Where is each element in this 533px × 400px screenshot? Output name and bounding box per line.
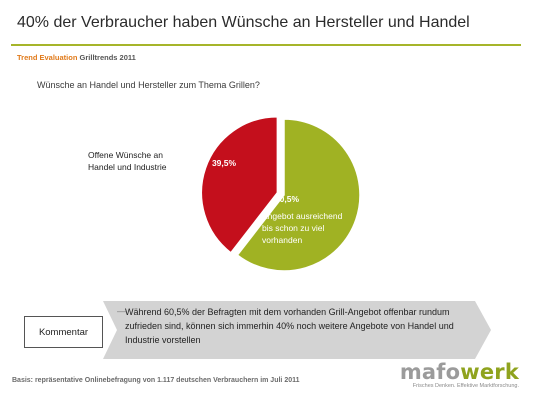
slice-label-angebot-ausreichend: Angebot ausreichend bis schon zu viel vo…: [262, 210, 362, 246]
slice-label-line: Handel und Industrie: [88, 162, 167, 172]
comment-label-box: Kommentar: [24, 316, 103, 348]
mafowerk-logo: mafowerk Frisches Denken. Effektive Mark…: [399, 360, 519, 390]
pie-slice-offene-wuensche: [200, 115, 279, 254]
logo-werk: werk: [460, 360, 519, 384]
comment-label: Kommentar: [38, 326, 89, 338]
logo-wordmark: mafowerk: [399, 360, 519, 384]
title-divider: [11, 44, 521, 46]
logo-mafo: mafo: [399, 360, 461, 384]
pie-slice-angebot-ausreichend: [236, 118, 361, 272]
comment-arrow-shape: [103, 301, 491, 359]
logo-tagline: Frisches Denken. Effektive Marktforschun…: [412, 383, 519, 389]
comment-bullet-dash: —: [117, 306, 126, 316]
footer-basis-note: Basis: repräsentative Onlinebefragung vo…: [12, 377, 300, 384]
chart-question: Wünsche an Handel und Hersteller zum The…: [37, 80, 260, 90]
pie-value-label: 39,5%: [212, 158, 237, 168]
subheader-trend-label: Trend Evaluation: [17, 53, 78, 62]
slide-title: 40% der Verbraucher haben Wünsche an Her…: [17, 14, 470, 31]
pie-value-label: 60,5%: [275, 194, 300, 204]
slice-label-line: vorhanden: [262, 235, 303, 245]
slice-label-line: Offene Wünsche an: [88, 150, 163, 160]
subheader-topic-label: Grilltrends 2011: [79, 53, 136, 62]
slice-label-offene-wuensche: Offene Wünsche an Handel und Industrie: [88, 149, 198, 173]
subheader: Trend Evaluation Grilltrends 2011: [17, 53, 136, 62]
pie-chart: 39,5% 60,5%: [200, 115, 361, 272]
slice-label-line: Angebot ausreichend: [262, 211, 343, 221]
slice-label-line: bis schon zu viel: [262, 223, 325, 233]
comment-text: Während 60,5% der Befragten mit dem vorh…: [125, 307, 454, 345]
